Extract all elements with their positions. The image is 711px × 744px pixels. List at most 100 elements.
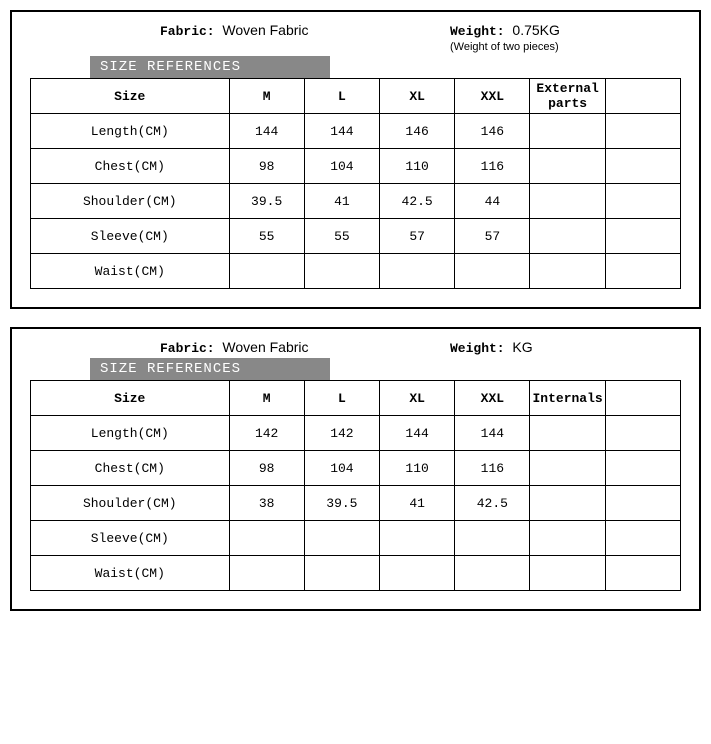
th-l: L (304, 79, 379, 114)
cell (605, 486, 680, 521)
row-label: Chest(CM) (31, 451, 230, 486)
cell: 41 (304, 184, 379, 219)
table-row: Shoulder(CM) 38 39.5 41 42.5 (31, 486, 681, 521)
cell: 116 (455, 451, 530, 486)
cell (605, 556, 680, 591)
cell: 39.5 (229, 184, 304, 219)
th-size: Size (31, 381, 230, 416)
cell (530, 254, 605, 289)
cell (229, 254, 304, 289)
th-extra: External parts (530, 79, 605, 114)
th-xxl: XXL (455, 381, 530, 416)
cell (229, 521, 304, 556)
cell (605, 521, 680, 556)
cell (304, 254, 379, 289)
size-references-bar: SIZE REFERENCES (90, 56, 330, 78)
fabric-value: Woven Fabric (222, 22, 308, 38)
size-panel-0: Fabric: Woven Fabric Weight: 0.75KG (Wei… (10, 10, 701, 309)
cell: 144 (229, 114, 304, 149)
cell (304, 521, 379, 556)
table-row: Length(CM) 144 144 146 146 (31, 114, 681, 149)
cell: 142 (229, 416, 304, 451)
cell: 144 (304, 114, 379, 149)
panel-header-row: Fabric: Woven Fabric Weight: KG (30, 339, 681, 356)
cell (455, 521, 530, 556)
row-label: Shoulder(CM) (31, 184, 230, 219)
row-label: Shoulder(CM) (31, 486, 230, 521)
cell: 98 (229, 451, 304, 486)
cell: 38 (229, 486, 304, 521)
table-row: Length(CM) 142 142 144 144 (31, 416, 681, 451)
table-row: Waist(CM) (31, 254, 681, 289)
cell: 104 (304, 149, 379, 184)
cell: 146 (455, 114, 530, 149)
cell (530, 556, 605, 591)
row-label: Sleeve(CM) (31, 521, 230, 556)
weight-value: 0.75KG (512, 22, 559, 38)
cell (304, 556, 379, 591)
cell: 98 (229, 149, 304, 184)
table-row: Sleeve(CM) (31, 521, 681, 556)
weight-block: Weight: 0.75KG (Weight of two pieces) (450, 22, 681, 54)
weight-label: Weight: (450, 341, 505, 356)
th-empty (605, 381, 680, 416)
row-label: Length(CM) (31, 114, 230, 149)
cell (455, 254, 530, 289)
fabric-value: Woven Fabric (222, 339, 308, 355)
fabric-label: Fabric: (160, 341, 215, 356)
cell: 142 (304, 416, 379, 451)
size-panel-1: Fabric: Woven Fabric Weight: KG SIZE REF… (10, 327, 701, 611)
size-table-1: Size M L XL XXL Internals Length(CM) 142… (30, 380, 681, 591)
cell: 144 (455, 416, 530, 451)
cell: 110 (380, 149, 455, 184)
th-empty (605, 79, 680, 114)
cell: 57 (380, 219, 455, 254)
fabric-block: Fabric: Woven Fabric (160, 22, 450, 39)
cell: 44 (455, 184, 530, 219)
cell: 144 (380, 416, 455, 451)
cell (605, 254, 680, 289)
size-table-0: Size M L XL XXL External parts Length(CM… (30, 78, 681, 289)
cell (530, 219, 605, 254)
cell: 116 (455, 149, 530, 184)
cell: 146 (380, 114, 455, 149)
row-label: Sleeve(CM) (31, 219, 230, 254)
th-l: L (304, 381, 379, 416)
cell: 42.5 (455, 486, 530, 521)
weight-note: (Weight of two pieces) (450, 41, 559, 53)
th-m: M (229, 79, 304, 114)
th-xl: XL (380, 79, 455, 114)
row-label: Waist(CM) (31, 556, 230, 591)
table-header-row: Size M L XL XXL External parts (31, 79, 681, 114)
cell (605, 149, 680, 184)
row-label: Length(CM) (31, 416, 230, 451)
cell (530, 486, 605, 521)
cell (380, 254, 455, 289)
size-references-bar: SIZE REFERENCES (90, 358, 330, 380)
th-extra: Internals (530, 381, 605, 416)
cell (455, 556, 530, 591)
cell: 42.5 (380, 184, 455, 219)
cell (605, 451, 680, 486)
cell (605, 184, 680, 219)
fabric-block: Fabric: Woven Fabric (160, 339, 450, 356)
table-row: Chest(CM) 98 104 110 116 (31, 149, 681, 184)
weight-value: KG (512, 339, 532, 355)
cell: 55 (229, 219, 304, 254)
table-row: Shoulder(CM) 39.5 41 42.5 44 (31, 184, 681, 219)
cell: 57 (455, 219, 530, 254)
th-xxl: XXL (455, 79, 530, 114)
cell: 39.5 (304, 486, 379, 521)
cell: 41 (380, 486, 455, 521)
cell (530, 451, 605, 486)
cell (229, 556, 304, 591)
row-label: Waist(CM) (31, 254, 230, 289)
cell (605, 219, 680, 254)
th-size: Size (31, 79, 230, 114)
table-row: Waist(CM) (31, 556, 681, 591)
cell: 110 (380, 451, 455, 486)
row-label: Chest(CM) (31, 149, 230, 184)
cell (530, 114, 605, 149)
cell (530, 184, 605, 219)
table-row: Chest(CM) 98 104 110 116 (31, 451, 681, 486)
